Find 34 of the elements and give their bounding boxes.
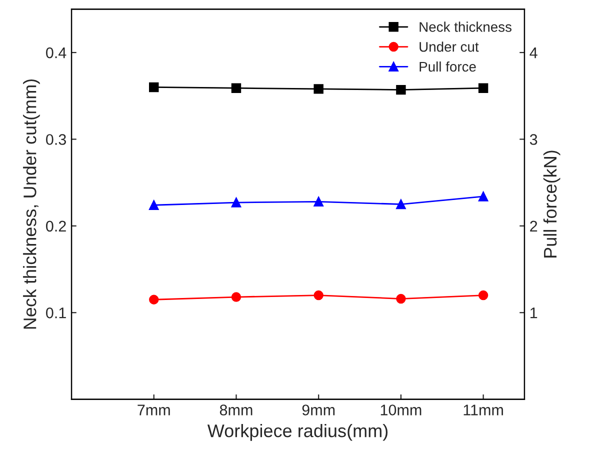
point bbox=[314, 84, 324, 94]
point bbox=[149, 294, 159, 304]
x-tick-label: 9mm bbox=[302, 404, 335, 416]
x-tick-label: 8mm bbox=[220, 404, 252, 416]
point bbox=[478, 290, 488, 300]
y-tick-label: 0.4 bbox=[46, 47, 66, 58]
x-tick-label: 10mm bbox=[380, 404, 422, 416]
point bbox=[231, 292, 242, 302]
point bbox=[396, 294, 406, 304]
x-axis-title: Workpiece radius(mm) bbox=[207, 424, 388, 441]
y2-axis-title: Pull force(kN) bbox=[543, 150, 560, 258]
point bbox=[396, 84, 406, 95]
y-tick-label: 0.1 bbox=[46, 308, 66, 318]
point bbox=[149, 200, 159, 210]
y2-tick-label: 3 bbox=[530, 134, 538, 145]
y-axis-title: Neck thickness, Under cut(mm) bbox=[23, 79, 40, 329]
point bbox=[231, 198, 242, 208]
y2-tick-label: 4 bbox=[530, 48, 538, 58]
y-tick-label: 0.3 bbox=[46, 134, 66, 145]
y2-tick-label: 2 bbox=[530, 220, 538, 232]
point bbox=[478, 83, 488, 93]
x-tick-label: 7mm bbox=[138, 404, 170, 416]
legend-label: Under cut bbox=[420, 42, 479, 52]
point bbox=[231, 83, 242, 93]
point bbox=[314, 290, 324, 300]
point bbox=[396, 199, 406, 210]
point bbox=[314, 196, 324, 207]
y-tick-label: 0.2 bbox=[46, 220, 66, 232]
x-tick-label: 11mm bbox=[464, 404, 503, 416]
point bbox=[478, 192, 488, 202]
point bbox=[149, 82, 159, 92]
y2-tick-label: 1 bbox=[530, 308, 538, 318]
legend-label: Pull force bbox=[420, 61, 476, 72]
legend-label: Neck thickness bbox=[420, 22, 512, 32]
